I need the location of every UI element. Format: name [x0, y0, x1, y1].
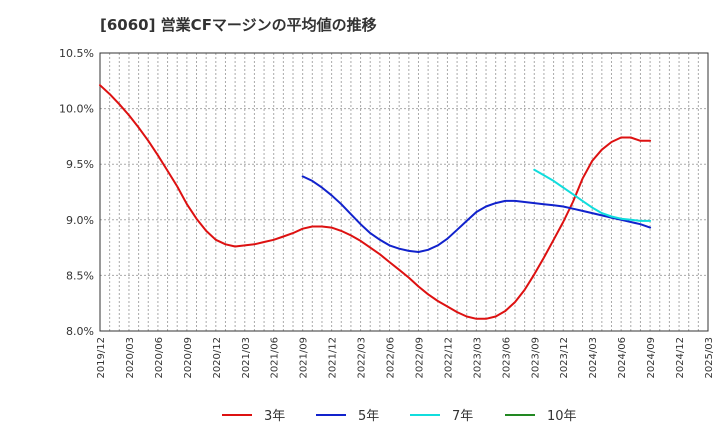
- x-tick-label: 2024/06: [617, 337, 628, 379]
- legend: 3年 5年 7年 10年: [222, 409, 577, 424]
- grid: [99, 52, 709, 332]
- x-tick-label: 2022/03: [357, 337, 368, 379]
- series-line-1: [301, 175, 652, 253]
- x-tick-label: 2022/12: [443, 337, 454, 379]
- x-tick-label: 2023/09: [530, 337, 541, 379]
- x-tick-label: 2024/12: [675, 337, 686, 379]
- series-line-2: [533, 168, 652, 222]
- series: [99, 84, 652, 320]
- series-line-0: [99, 84, 652, 320]
- y-tick-label: 9.0%: [66, 214, 94, 227]
- x-tick-label: 2020/09: [183, 337, 194, 379]
- x-tick-label: 2024/09: [646, 337, 657, 379]
- y-tick-label: 10.5%: [59, 47, 94, 60]
- legend-label-0: 3年: [264, 409, 285, 424]
- x-tick-label: 2020/12: [212, 337, 223, 379]
- x-tick-label: 2024/03: [588, 337, 599, 379]
- x-tick-label: 2021/12: [328, 337, 339, 379]
- x-tick-label: 2025/03: [704, 337, 715, 379]
- y-tick-label: 9.5%: [66, 158, 94, 171]
- x-tick-label: 2020/03: [125, 337, 136, 379]
- x-tick-label: 2020/06: [154, 337, 165, 379]
- axes: 10.5% 10.0% 9.5% 9.0% 8.5% 8.0%2019/12 2020/03…: [59, 47, 715, 379]
- x-tick-label: 2023/03: [472, 337, 483, 379]
- x-tick-label: 2022/09: [414, 337, 425, 379]
- x-tick-label: 2021/09: [299, 337, 310, 379]
- x-tick-label: 2023/12: [559, 337, 570, 379]
- y-tick-label: 8.5%: [66, 269, 94, 282]
- x-tick-label: 2019/12: [96, 337, 107, 379]
- legend-label-2: 7年: [452, 409, 473, 424]
- x-tick-label: 2023/06: [501, 337, 512, 379]
- plot-frame: [99, 52, 709, 332]
- legend-label-3: 10年: [547, 409, 577, 424]
- chart-title: [6060] 営業CFマージンの平均値の推移: [100, 16, 377, 34]
- y-tick-label: 10.0%: [59, 103, 94, 116]
- legend-label-1: 5年: [358, 409, 379, 424]
- x-tick-label: 2021/06: [270, 337, 281, 379]
- x-tick-label: 2022/06: [386, 337, 397, 379]
- y-tick-label: 8.0%: [66, 325, 94, 338]
- x-tick-label: 2021/03: [241, 337, 252, 379]
